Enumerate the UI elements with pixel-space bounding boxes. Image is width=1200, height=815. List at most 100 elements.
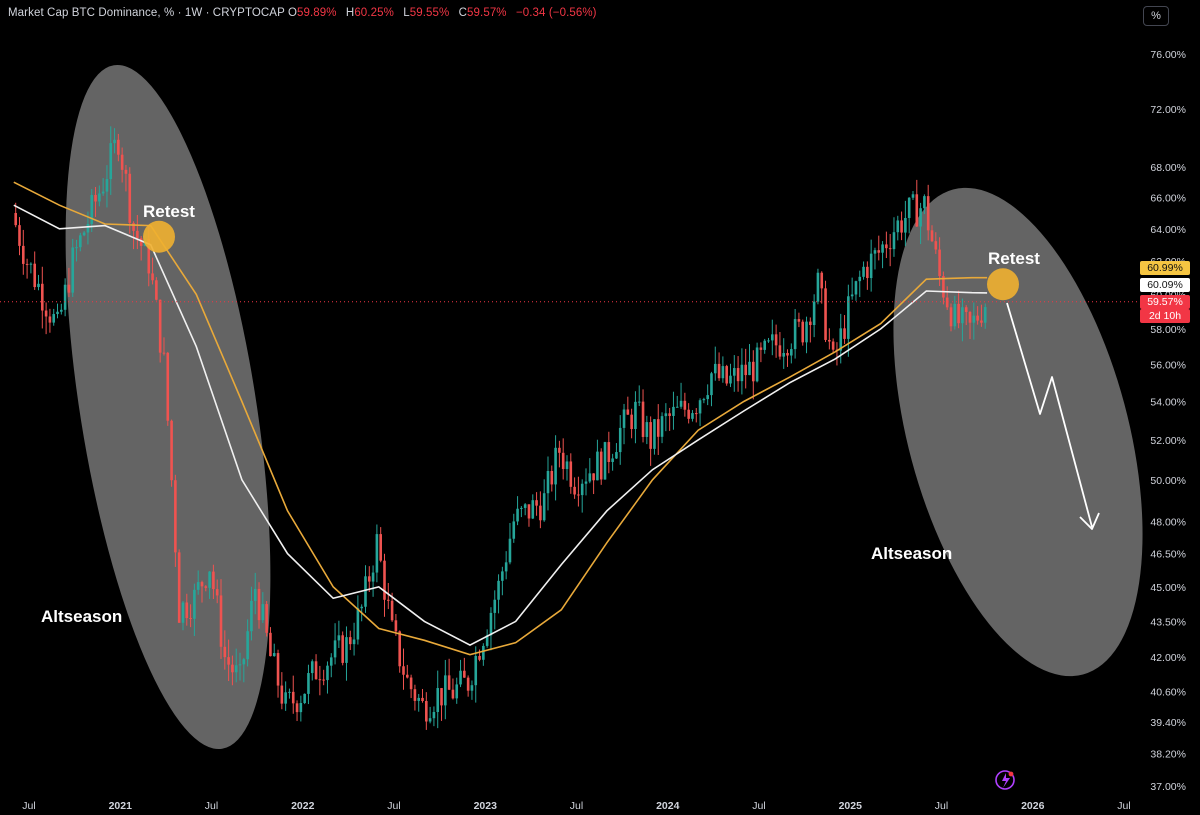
candle-body — [253, 588, 257, 601]
candle-body — [428, 718, 432, 722]
candle-body — [656, 419, 660, 437]
candle-body — [603, 442, 607, 480]
candle-body — [504, 562, 508, 572]
candle-body — [961, 307, 964, 324]
candle-body — [398, 631, 402, 667]
candle-body — [79, 235, 82, 248]
candle-body — [291, 691, 295, 704]
candle-body — [295, 703, 299, 713]
candle-body — [542, 493, 546, 521]
highlight-ellipses — [65, 64, 1143, 750]
candle-body — [577, 494, 580, 496]
candle-body — [945, 297, 949, 308]
y-axis[interactable]: 76.00%72.00%68.00%66.00%64.00%62.00%60.0… — [1150, 49, 1186, 793]
symbol-title[interactable]: Market Cap BTC Dominance, % · 1W · CRYPT… — [8, 7, 285, 19]
candle-body — [698, 400, 702, 414]
candle-body — [257, 588, 261, 621]
candle-body — [790, 349, 793, 356]
candle-body — [915, 194, 919, 227]
candle-series — [14, 126, 987, 730]
candle-body — [166, 352, 170, 421]
candle-body — [972, 315, 976, 323]
candle-body — [212, 571, 215, 590]
candle-body — [588, 473, 592, 482]
candle-body — [128, 173, 132, 223]
x-tick-label: Jul — [1117, 800, 1130, 812]
candle-body — [44, 310, 48, 317]
candle-body — [736, 368, 740, 382]
candle-body — [888, 248, 892, 250]
candle-body — [660, 416, 664, 437]
candle-body — [847, 296, 850, 339]
candle-body — [877, 250, 881, 253]
candle-body — [630, 414, 633, 430]
candle-body — [432, 711, 436, 719]
candle-body — [713, 363, 717, 374]
candle-body — [732, 368, 736, 376]
candle-body — [550, 471, 554, 485]
retest-markers — [143, 220, 1019, 301]
x-tick-label: 2021 — [109, 800, 133, 812]
candle-body — [386, 599, 390, 601]
x-tick-label: Jul — [22, 800, 35, 812]
candle-body — [744, 364, 747, 376]
candle-body — [592, 473, 595, 481]
candle-body — [444, 675, 447, 706]
x-axis[interactable]: Jul 2021 Jul 2022 Jul 2023 Jul 2024 Jul 2025 Jul 20… — [22, 800, 1130, 812]
x-tick-label: 2022 — [291, 800, 315, 812]
altseason-zone-right — [893, 187, 1143, 677]
x-tick-label: 2026 — [1021, 800, 1045, 812]
candle-body — [345, 637, 348, 663]
candle-body — [771, 334, 774, 341]
candle-body — [314, 661, 318, 680]
candle-body — [508, 538, 512, 563]
candle-body — [14, 212, 17, 226]
y-tick-label: 56.00% — [1150, 360, 1186, 372]
candle-body — [558, 447, 561, 453]
candle-body — [219, 595, 223, 647]
candle-body — [356, 608, 360, 640]
candle-body — [299, 703, 303, 713]
candle-body — [371, 572, 375, 582]
candle-body — [250, 600, 253, 632]
candle-body — [25, 263, 29, 265]
candle-body — [478, 655, 481, 660]
candle-body — [109, 143, 113, 180]
countdown-tag: 2d 10h — [1140, 309, 1190, 323]
candle-body — [809, 321, 812, 326]
candle-body — [599, 451, 603, 480]
candle-body — [466, 677, 470, 691]
candle-body — [618, 427, 622, 453]
candle-body — [132, 222, 135, 231]
candle-body — [436, 688, 440, 712]
candle-body — [474, 655, 478, 686]
candle-body — [265, 604, 268, 633]
candle-body — [86, 223, 90, 233]
candle-body — [968, 311, 972, 323]
candle-body — [622, 409, 626, 428]
candle-body — [421, 697, 424, 702]
lightning-icon[interactable] — [995, 770, 1015, 790]
percent-scale-button[interactable]: % — [1143, 6, 1169, 26]
candle-body — [907, 197, 911, 218]
candle-body — [234, 665, 238, 673]
candle-body — [763, 340, 767, 350]
candle-body — [828, 339, 831, 342]
candle-body — [333, 640, 337, 658]
candle-body — [569, 461, 573, 487]
candle-body — [964, 307, 968, 312]
candle-body — [246, 631, 249, 660]
candle-body — [573, 486, 576, 495]
y-tick-label: 76.00% — [1150, 49, 1186, 61]
x-tick-label: Jul — [935, 800, 948, 812]
candle-body — [21, 245, 25, 264]
candle-body — [459, 670, 462, 685]
altseason-label-left: Altseason — [41, 607, 122, 626]
candle-body — [90, 194, 94, 224]
candle-body — [189, 618, 192, 620]
candle-body — [307, 673, 310, 694]
candle-body — [930, 230, 934, 242]
high-value: 60.25% — [354, 7, 394, 19]
orange-moving-average-line — [13, 181, 988, 656]
candle-body — [980, 320, 983, 323]
